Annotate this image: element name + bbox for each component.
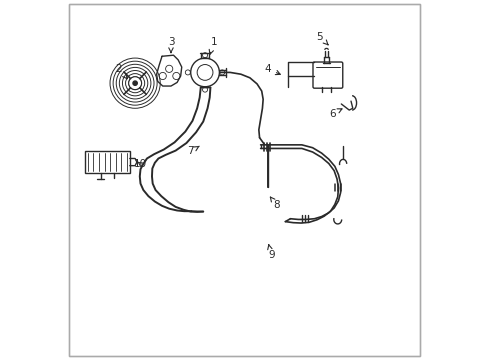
Circle shape — [128, 77, 142, 90]
Bar — [85, 151, 129, 173]
Text: 3: 3 — [167, 37, 174, 53]
Text: 6: 6 — [328, 109, 341, 119]
Text: 1: 1 — [209, 37, 217, 54]
Text: 7: 7 — [187, 146, 199, 156]
Circle shape — [133, 81, 137, 85]
Text: 8: 8 — [270, 197, 280, 210]
Text: 9: 9 — [267, 244, 274, 260]
Text: 10: 10 — [134, 159, 147, 169]
Text: 5: 5 — [316, 32, 327, 45]
Text: 4: 4 — [264, 64, 280, 75]
Text: 2: 2 — [116, 64, 127, 79]
